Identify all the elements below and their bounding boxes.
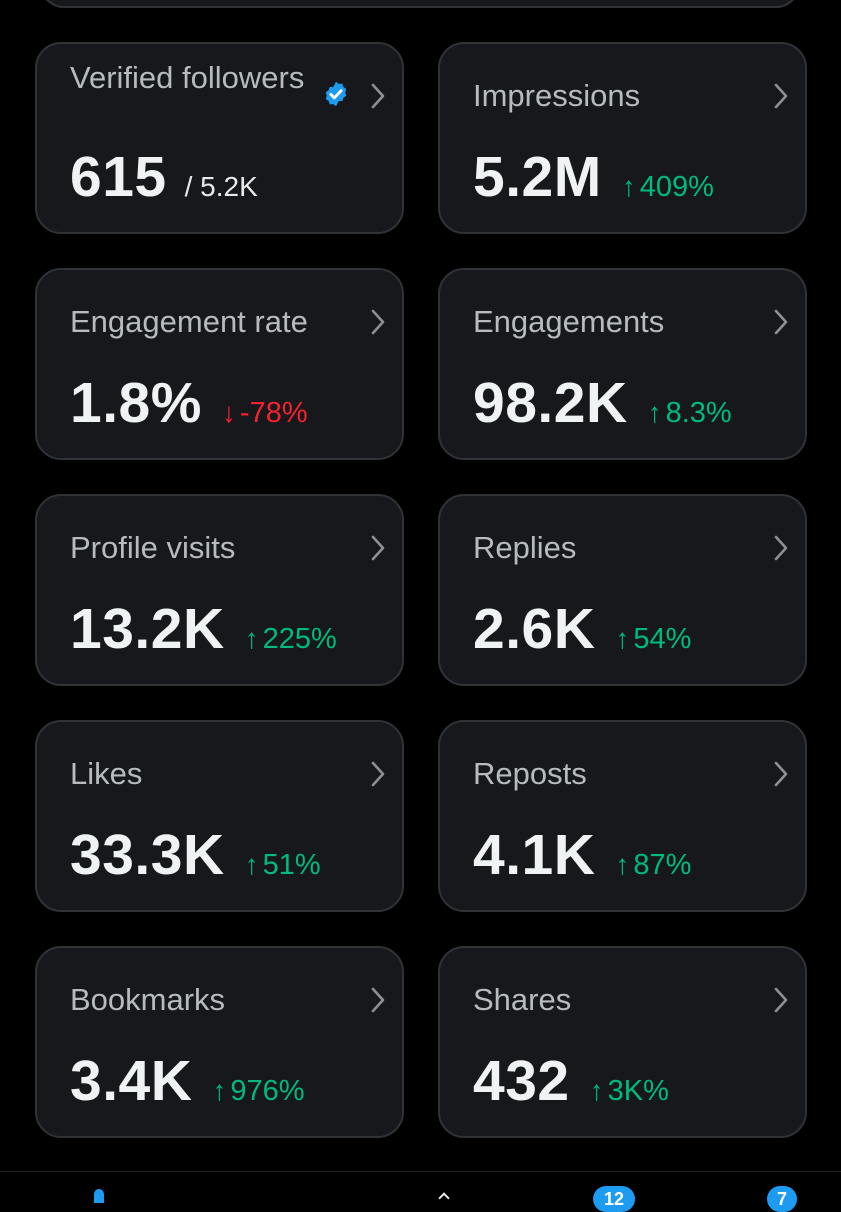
- metric-value: 432: [473, 1049, 570, 1113]
- metric-change-value: -78%: [239, 397, 308, 429]
- previous-card-edge: [40, 0, 800, 8]
- chevron-right-icon: [774, 309, 788, 335]
- metric-card-impressions[interactable]: Impressions 5.2M ↑ 409%: [438, 42, 807, 234]
- notifications-badge[interactable]: 12: [593, 1186, 635, 1212]
- metric-label: Verified followers: [70, 60, 305, 95]
- metric-value-row: 4.1K ↑ 87%: [473, 822, 691, 888]
- metric-value: 3.4K: [70, 1049, 193, 1113]
- metric-card-profile-visits[interactable]: Profile visits 13.2K ↑ 225%: [35, 494, 404, 686]
- metric-change-value: 225%: [262, 623, 337, 655]
- metric-change: ↑ 3K%: [590, 1075, 669, 1108]
- metric-change-value: 976%: [230, 1075, 305, 1107]
- metric-change: ↑ 51%: [245, 849, 321, 882]
- chevron-right-icon: [774, 761, 788, 787]
- metric-change-value: 51%: [262, 849, 321, 881]
- metric-value-row: 33.3K ↑ 51%: [70, 822, 321, 888]
- metric-change: ↑ 87%: [615, 849, 691, 882]
- bottom-navigation-bar: 12 7: [0, 1171, 841, 1212]
- arrow-up-icon: ↑: [621, 171, 636, 202]
- metric-label: Bookmarks: [70, 982, 226, 1017]
- metric-card-shares[interactable]: Shares 432 ↑ 3K%: [438, 946, 807, 1138]
- metric-value: 4.1K: [473, 823, 596, 887]
- metric-value: 2.6K: [473, 597, 596, 661]
- metric-value: 98.2K: [473, 371, 628, 435]
- arrow-up-icon: ↑: [615, 849, 630, 880]
- metric-value-row: 615 / 5.2K: [70, 144, 258, 210]
- chevron-right-icon: [371, 535, 385, 561]
- metric-card-engagement-rate[interactable]: Engagement rate 1.8% ↓ -78%: [35, 268, 404, 460]
- metric-value-row: 432 ↑ 3K%: [473, 1048, 669, 1114]
- metric-change: ↑ 976%: [212, 1075, 304, 1108]
- metric-label: Likes: [70, 756, 143, 791]
- metric-total: / 5.2K: [184, 171, 258, 202]
- metric-card-engagements[interactable]: Engagements 98.2K ↑ 8.3%: [438, 268, 807, 460]
- metric-value-row: 98.2K ↑ 8.3%: [473, 370, 732, 436]
- metric-label: Impressions: [473, 78, 641, 113]
- chevron-right-icon: [774, 535, 788, 561]
- metric-change-value: 3K%: [607, 1075, 669, 1107]
- chevron-right-icon: [371, 309, 385, 335]
- chevron-right-icon: [371, 83, 385, 109]
- metric-change-value: 8.3%: [665, 397, 732, 429]
- metric-change-value: 409%: [639, 171, 714, 203]
- metric-label: Engagements: [473, 304, 665, 339]
- metrics-grid: Verified followers 615 / 5.2K Impression…: [35, 42, 807, 1138]
- messages-badge[interactable]: 7: [767, 1186, 797, 1212]
- chevron-right-icon: [774, 83, 788, 109]
- chevron-right-icon: [371, 987, 385, 1013]
- metric-label: Profile visits: [70, 530, 236, 565]
- metric-value-row: 2.6K ↑ 54%: [473, 596, 691, 662]
- metric-value-row: 13.2K ↑ 225%: [70, 596, 337, 662]
- metric-change: ↑ 409%: [622, 171, 714, 204]
- metric-value: 5.2M: [473, 145, 602, 209]
- arrow-up-icon: ↑: [244, 849, 259, 880]
- metric-change: ↑ 225%: [245, 623, 337, 656]
- metric-label: Reposts: [473, 756, 587, 791]
- metric-change: ↑ 54%: [615, 623, 691, 656]
- metric-value-row: 5.2M ↑ 409%: [473, 144, 714, 210]
- metric-card-replies[interactable]: Replies 2.6K ↑ 54%: [438, 494, 807, 686]
- arrow-up-icon: ↑: [647, 397, 662, 428]
- arrow-up-icon: ↑: [615, 623, 630, 654]
- arrow-up-icon: ↑: [244, 623, 259, 654]
- metric-label: Engagement rate: [70, 304, 308, 339]
- metric-change-value: 87%: [633, 849, 692, 881]
- search-icon[interactable]: [438, 1192, 450, 1204]
- metric-change: ↓ -78%: [222, 397, 308, 430]
- arrow-up-icon: ↑: [212, 1075, 227, 1106]
- metric-card-reposts[interactable]: Reposts 4.1K ↑ 87%: [438, 720, 807, 912]
- metric-value-row: 1.8% ↓ -78%: [70, 370, 308, 436]
- metric-card-bookmarks[interactable]: Bookmarks 3.4K ↑ 976%: [35, 946, 404, 1138]
- metric-label: Replies: [473, 530, 577, 565]
- chevron-right-icon: [774, 987, 788, 1013]
- home-icon[interactable]: [94, 1189, 104, 1203]
- verified-badge-icon: [325, 81, 347, 107]
- metric-card-verified-followers[interactable]: Verified followers 615 / 5.2K: [35, 42, 404, 234]
- metric-card-likes[interactable]: Likes 33.3K ↑ 51%: [35, 720, 404, 912]
- arrow-up-icon: ↑: [589, 1075, 604, 1106]
- metric-value: 13.2K: [70, 597, 225, 661]
- arrow-down-icon: ↓: [221, 397, 236, 428]
- chevron-right-icon: [371, 761, 385, 787]
- metric-value: 1.8%: [70, 371, 202, 435]
- metric-value: 33.3K: [70, 823, 225, 887]
- metric-change-value: 54%: [633, 623, 692, 655]
- metric-label: Shares: [473, 982, 572, 1017]
- metric-value-row: 3.4K ↑ 976%: [70, 1048, 305, 1114]
- metric-value: 615: [70, 145, 167, 209]
- metric-change: ↑ 8.3%: [648, 397, 732, 430]
